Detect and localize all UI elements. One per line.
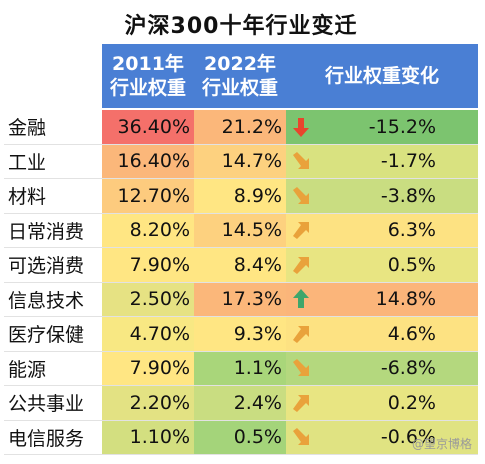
down-arrow-icon <box>290 116 312 138</box>
weight-2011: 1.10% <box>102 420 194 454</box>
weight-change-cell: -6.8% <box>286 351 478 385</box>
weight-2011: 12.70% <box>102 179 194 213</box>
weight-2011: 7.90% <box>102 351 194 385</box>
weight-2022: 14.7% <box>194 144 286 178</box>
table-row: 信息技术 2.50% 17.3% 14.8% <box>4 282 478 317</box>
weight-change-cell: 4.6% <box>286 317 478 351</box>
header-industry: 行业 <box>4 44 102 108</box>
industry-name: 金融 <box>4 110 102 144</box>
table-row: 可选消费 7.90% 8.4% 0.5% <box>4 248 478 283</box>
header-2022-year: 2022年 <box>204 53 276 75</box>
weight-change-cell: -1.7% <box>286 144 478 178</box>
down-right-arrow-icon <box>290 426 312 448</box>
weight-2022: 8.9% <box>194 179 286 213</box>
header-2022-weight: 2022年 行业权重 <box>194 44 290 108</box>
up-right-arrow-icon <box>290 219 312 241</box>
weight-change-cell: -15.2% <box>286 110 478 144</box>
industry-name: 可选消费 <box>4 248 102 282</box>
industry-name: 日常消费 <box>4 213 102 247</box>
table-row: 电信服务 1.10% 0.5% -0.6% <box>4 420 478 455</box>
up-right-arrow-icon <box>290 392 312 414</box>
up-right-arrow-icon <box>290 254 312 276</box>
industry-name: 能源 <box>4 351 102 385</box>
industry-name: 电信服务 <box>4 420 102 454</box>
weight-2011: 2.50% <box>102 282 194 316</box>
weight-2022: 8.4% <box>194 248 286 282</box>
header-2011-label: 行业权重 <box>109 77 186 99</box>
industry-name: 信息技术 <box>4 282 102 316</box>
weight-change-value: -6.8% <box>380 357 436 380</box>
industry-name: 医疗保健 <box>4 317 102 351</box>
down-right-arrow-icon <box>290 357 312 379</box>
header-2011-year: 2011年 <box>112 53 184 75</box>
weight-2022: 2.4% <box>194 386 286 420</box>
table-row: 金融 36.40% 21.2% -15.2% <box>4 110 478 145</box>
up-right-arrow-icon <box>290 323 312 345</box>
weight-2022: 9.3% <box>194 317 286 351</box>
table-container: 沪深300十年行业变迁 行业 2011年 行业权重 2022年 行业权重 行业权… <box>4 4 478 455</box>
table-row: 医疗保健 4.70% 9.3% 4.6% <box>4 317 478 352</box>
header-2011-weight: 2011年 行业权重 <box>102 44 198 108</box>
weight-change-value: -3.8% <box>380 184 436 207</box>
weight-2022: 21.2% <box>194 110 286 144</box>
weight-change-cell: 0.2% <box>286 386 478 420</box>
weight-2022: 0.5% <box>194 420 286 454</box>
industry-name: 材料 <box>4 179 102 213</box>
weight-change-value: 0.2% <box>387 391 436 414</box>
weight-2011: 16.40% <box>102 144 194 178</box>
weight-change-cell: -3.8% <box>286 179 478 213</box>
header-weight-change: 行业权重变化 <box>324 65 439 87</box>
table-row: 日常消费 8.20% 14.5% 6.3% <box>4 213 478 248</box>
header-2022-label: 行业权重 <box>201 77 278 99</box>
table-row: 公共事业 2.20% 2.4% 0.2% <box>4 386 478 421</box>
weight-2022: 14.5% <box>194 213 286 247</box>
table-body: 金融 36.40% 21.2% -15.2% 工业 16.40% 14.7% -1.7% 材料 1… <box>4 110 478 455</box>
weight-change-cell: -0.6% <box>286 420 478 454</box>
weight-2011: 7.90% <box>102 248 194 282</box>
weight-change-value: -0.6% <box>380 426 436 449</box>
weight-2022: 17.3% <box>194 282 286 316</box>
weight-change-cell: 0.5% <box>286 248 478 282</box>
industry-name: 公共事业 <box>4 386 102 420</box>
down-right-arrow-icon <box>290 185 312 207</box>
weight-change-value: 0.5% <box>387 253 436 276</box>
watermark: @望京博格 <box>411 437 472 451</box>
up-arrow-icon <box>290 288 312 310</box>
weight-2022: 1.1% <box>194 351 286 385</box>
weight-2011: 8.20% <box>102 213 194 247</box>
weight-change-value: -15.2% <box>368 115 436 138</box>
industry-name: 工业 <box>4 144 102 178</box>
weight-change-cell: 6.3% <box>286 213 478 247</box>
down-right-arrow-icon <box>290 150 312 172</box>
weight-change-value: 6.3% <box>387 219 436 242</box>
table-row: 材料 12.70% 8.9% -3.8% <box>4 179 478 214</box>
weight-2011: 36.40% <box>102 110 194 144</box>
weight-change-value: 14.8% <box>375 288 436 311</box>
table-header: 行业 2011年 行业权重 2022年 行业权重 行业权重变化 <box>4 44 478 108</box>
table-row: 能源 7.90% 1.1% -6.8% <box>4 351 478 386</box>
weight-2011: 4.70% <box>102 317 194 351</box>
table-title: 沪深300十年行业变迁 <box>124 14 358 39</box>
weight-change-value: -1.7% <box>380 150 436 173</box>
table-row: 工业 16.40% 14.7% -1.7% <box>4 144 478 179</box>
weight-2011: 2.20% <box>102 386 194 420</box>
weight-change-value: 4.6% <box>387 322 436 345</box>
weight-change-cell: 14.8% <box>286 282 478 316</box>
